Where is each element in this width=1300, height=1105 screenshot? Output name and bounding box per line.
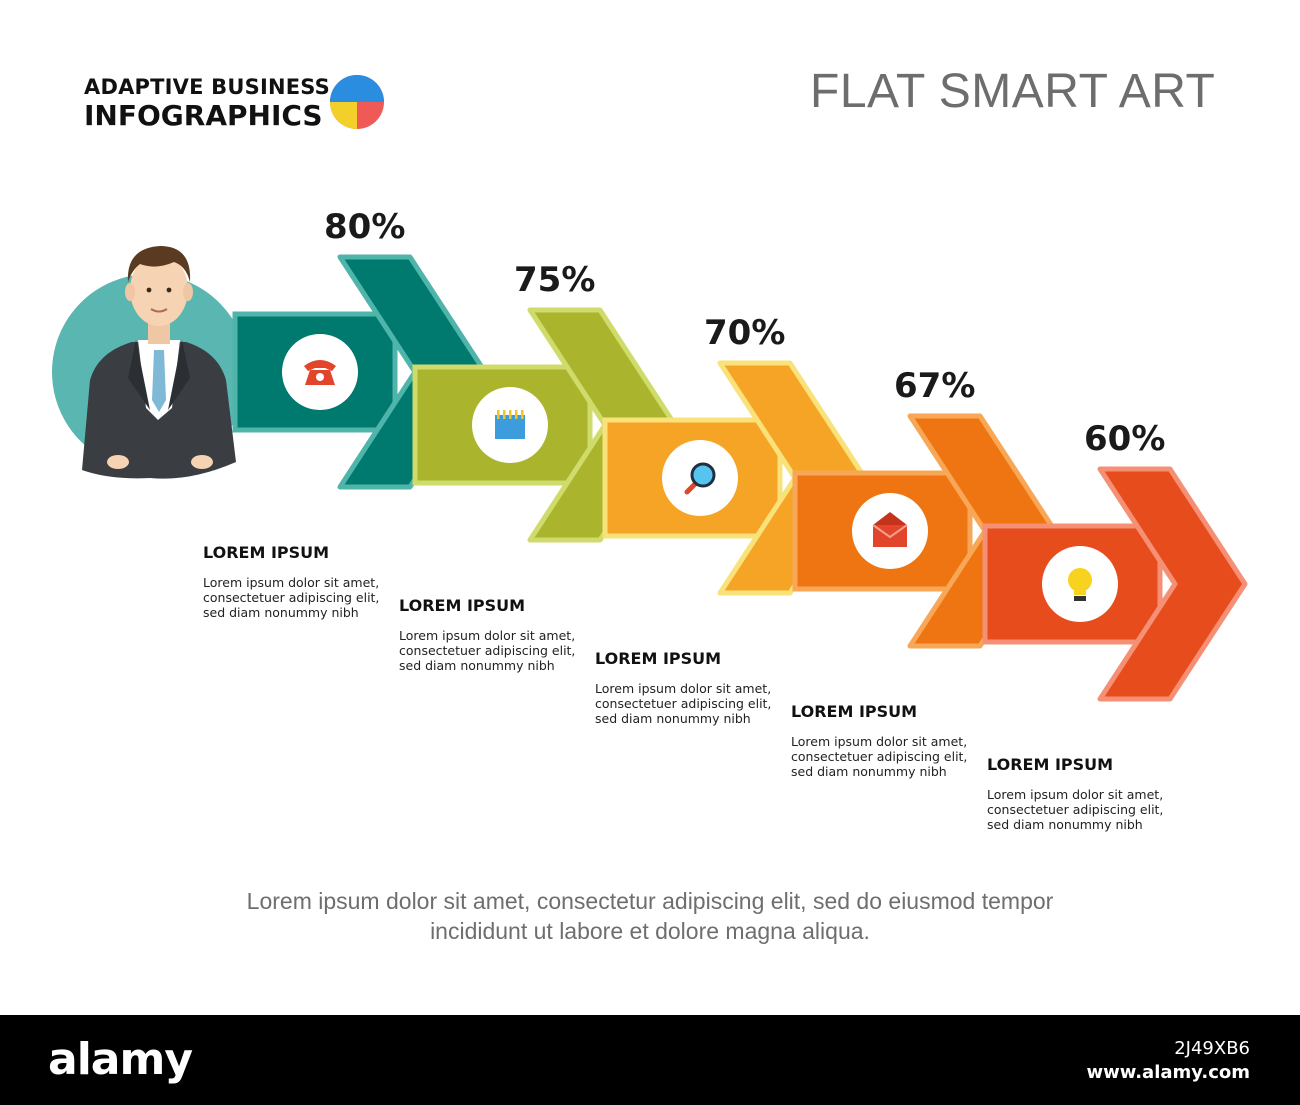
watermark-url: www.alamy.com	[1086, 1062, 1250, 1083]
step-chevron	[1097, 466, 1248, 702]
caption-body-line: consectetuer adipiscing elit,	[791, 749, 968, 764]
caption-body-line: Lorem ipsum dolor sit amet,	[203, 575, 380, 590]
page-title: FLAT SMART ART	[810, 65, 1216, 118]
caption-body-line: sed diam nonummy nibh	[595, 711, 751, 726]
step-5: 60%	[982, 419, 1248, 702]
caption-body-line: sed diam nonummy nibh	[791, 764, 947, 779]
footer-description: Lorem ipsum dolor sit amet, consectetur …	[150, 886, 1150, 946]
brand-title-line1: ADAPTIVE BUSINESS	[84, 75, 330, 99]
magnifier-icon	[684, 462, 716, 495]
step-caption-5: LOREM IPSUM Lorem ipsum dolor sit amet, co…	[987, 755, 1187, 832]
footer-line-1: Lorem ipsum dolor sit amet, consectetur …	[246, 888, 1054, 914]
footer-line-2: incididunt ut labore et dolore magna ali…	[430, 918, 870, 944]
caption-body-line: sed diam nonummy nibh	[203, 605, 359, 620]
step-percent-label: 67%	[894, 366, 975, 406]
caption-body-line: Lorem ipsum dolor sit amet,	[399, 628, 576, 643]
watermark-image-id: 2J49XB6	[1174, 1038, 1250, 1059]
caption-title: LOREM IPSUM	[987, 755, 1114, 774]
calendar-icon	[495, 410, 525, 439]
telephone-icon	[304, 360, 336, 385]
pie-logo-icon	[330, 75, 384, 129]
caption-body-line: consectetuer adipiscing elit,	[595, 696, 772, 711]
pie-logo-segment-yellow	[330, 102, 357, 129]
step-caption-4: LOREM IPSUM Lorem ipsum dolor sit amet, co…	[791, 702, 991, 779]
pie-logo-segment-blue	[330, 75, 384, 102]
brand-title-line2: INFOGRAPHICS	[84, 99, 323, 132]
envelope-icon	[872, 512, 908, 547]
step-percent-label: 70%	[704, 313, 785, 353]
caption-body-line: sed diam nonummy nibh	[987, 817, 1143, 832]
caption-body-line: Lorem ipsum dolor sit amet,	[595, 681, 772, 696]
step-percent-label: 80%	[324, 207, 405, 247]
step-caption-3: LOREM IPSUM Lorem ipsum dolor sit amet, co…	[595, 649, 795, 726]
caption-title: LOREM IPSUM	[399, 596, 526, 615]
caption-title: LOREM IPSUM	[595, 649, 722, 668]
caption-body-line: consectetuer adipiscing elit,	[399, 643, 576, 658]
arrow-diagram: 80% 75% 70% 67% 60%	[52, 207, 1248, 702]
businessman-avatar	[82, 246, 236, 479]
step-caption-2: LOREM IPSUM Lorem ipsum dolor sit amet, co…	[399, 596, 599, 673]
caption-body-line: Lorem ipsum dolor sit amet,	[791, 734, 968, 749]
caption-title: LOREM IPSUM	[203, 543, 330, 562]
caption-body-line: Lorem ipsum dolor sit amet,	[987, 787, 1164, 802]
watermark-logo: alamy	[48, 1034, 193, 1085]
watermark-bar	[0, 1015, 1300, 1105]
caption-body-line: consectetuer adipiscing elit,	[987, 802, 1164, 817]
step-percent-label: 75%	[514, 260, 595, 300]
step-caption-1: LOREM IPSUM Lorem ipsum dolor sit amet, co…	[203, 543, 403, 620]
steps-layer: 80% 75% 70% 67% 60%	[232, 207, 1248, 702]
caption-title: LOREM IPSUM	[791, 702, 918, 721]
brand-block: ADAPTIVE BUSINESS INFOGRAPHICS	[84, 74, 330, 132]
lightbulb-icon	[1068, 568, 1092, 601]
caption-body-line: sed diam nonummy nibh	[399, 658, 555, 673]
caption-body-line: consectetuer adipiscing elit,	[203, 590, 380, 605]
step-percent-label: 60%	[1084, 419, 1165, 459]
